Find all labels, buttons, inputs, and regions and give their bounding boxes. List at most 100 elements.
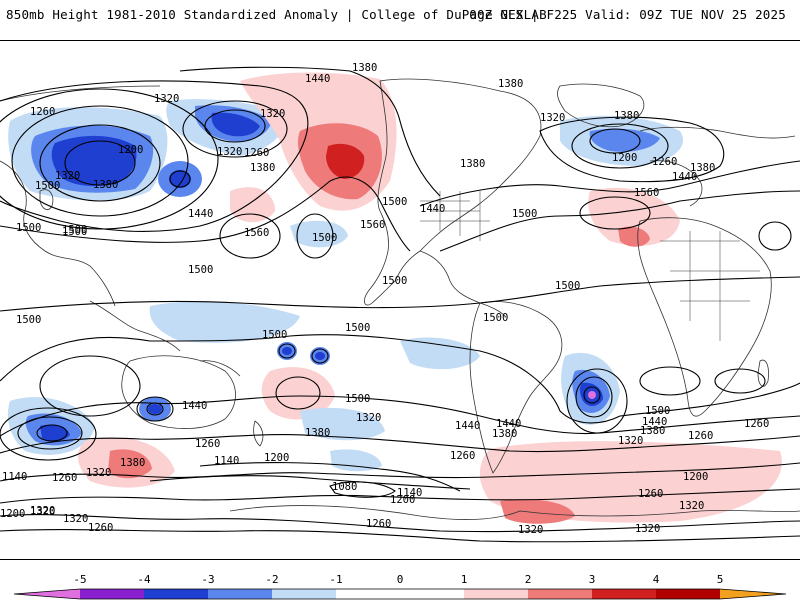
contour-swp-inner (36, 424, 68, 442)
contour-label: 1140 (397, 487, 422, 499)
contour-label: 1200 (0, 508, 25, 520)
model-run-valid-time: 00Z GFS | F225 Valid: 09Z TUE NOV 25 202… (469, 7, 786, 22)
coast-central-america (419, 250, 506, 317)
colorbar-swatch (464, 589, 528, 599)
colorbar-tick-label: 1 (461, 573, 468, 586)
contour-label: 1500 (62, 224, 87, 236)
colorbar-tick-label: -2 (265, 573, 278, 586)
contour-aleutian-1320 (182, 100, 288, 158)
contour-natl-1440 (419, 160, 800, 207)
colorbar-tick-label: 0 (397, 573, 404, 586)
contour-1320-antarctic (0, 514, 800, 533)
contour-label: 1500 (16, 222, 41, 234)
contour-label: 1320 (618, 435, 643, 447)
contour-label: 1200 (683, 471, 708, 483)
anomaly-negative-sw-pacific-deep (40, 424, 70, 442)
contour-label: 1140 (214, 455, 239, 467)
contour-label: 1260 (688, 430, 713, 442)
anomaly-negative-s-atlantic-extreme (588, 391, 596, 399)
colorbar-tick-label: -1 (329, 573, 342, 586)
contour-npac-1320 (11, 105, 189, 217)
contour-tasman-inner (146, 402, 164, 416)
colorbar-tick-label: 2 (525, 573, 532, 586)
contour-1440-npac (0, 80, 309, 232)
contour-1200-south (149, 475, 471, 490)
contour-label: 1500 (483, 312, 508, 324)
contour-label: 1260 (88, 522, 113, 534)
contour-1500-npac (0, 176, 411, 252)
contour-label: 1320 (217, 146, 242, 158)
contour-label: 1260 (744, 418, 769, 430)
contour-1500-tropics (0, 276, 800, 312)
contour-label: 1320 (518, 524, 543, 536)
colorbar-swatch (528, 589, 592, 599)
anomaly-negative-bering-low-core (169, 170, 191, 188)
anomaly-positive-southern-atlantic (479, 441, 782, 523)
contour-1260-south (0, 488, 800, 504)
anomaly-positive-alaska-deep (326, 143, 365, 179)
contour-label: 1380 (352, 62, 377, 74)
contour-label: 1560 (244, 227, 269, 239)
contour-label: 1260 (450, 450, 475, 462)
contour-swp-mid (17, 416, 83, 450)
colorbar-tick-label: 4 (653, 573, 660, 586)
contour-label: 1320 (540, 112, 565, 124)
contour-label: 1320 (260, 108, 285, 120)
contour-label: 1500 (382, 275, 407, 287)
colorbar-outline (13, 588, 787, 600)
contour-natl-1500 (439, 190, 800, 252)
colorbar-cap-left (14, 589, 80, 599)
anomaly-positive-ne-pacific (230, 187, 275, 223)
contour-label: 1320 (356, 412, 381, 424)
contour-sp-low-2 (311, 348, 329, 364)
contour-label: 1260 (652, 156, 677, 168)
contour-1500-south (0, 334, 800, 424)
contour-satl-low-outer (566, 368, 628, 434)
contour-label: 1380 (492, 428, 517, 440)
contour-label: 1200 (390, 494, 415, 506)
contour-label: 1500 (382, 196, 407, 208)
contour-1500-australia-high (39, 355, 141, 417)
map-canvas: 1440 1380 1380 1320 1260 1320 1200 1320 … (0, 62, 800, 543)
contour-label: 1200 (612, 152, 637, 164)
contour-label: 1380 (250, 162, 275, 174)
contour-1560-atlantic-high (579, 196, 651, 230)
contour-label: 1260 (638, 488, 663, 500)
contour-label: 1380 (305, 427, 330, 439)
contour-label: 1320 (55, 170, 80, 182)
contour-label: 1380 (93, 179, 118, 191)
anomaly-negative-south-central (300, 407, 385, 441)
contour-1500-indian-high (714, 368, 766, 394)
anomaly-shading (7, 72, 782, 524)
contour-label: 1440 (672, 171, 697, 183)
anomaly-map: 1440 1380 1380 1320 1260 1320 1200 1320 … (0, 40, 800, 560)
contour-label: 1500 (62, 226, 87, 238)
contour-1560-pacific-high-1 (219, 213, 281, 259)
contour-label: 1320 (154, 93, 179, 105)
contour-label: 1260 (195, 438, 220, 450)
coast-greenland (557, 83, 645, 128)
contour-label: 1320 (30, 505, 55, 517)
contour-label: 1380 (690, 162, 715, 174)
africa-borders (660, 231, 760, 341)
coast-new-zealand (253, 420, 264, 447)
contour-tasman-outer (136, 396, 174, 422)
anomaly-negative-sp-low-1-core (282, 347, 292, 355)
contour-bering-low (169, 170, 191, 188)
coast-antarctica (229, 505, 800, 521)
contour-1380-alaska (179, 66, 441, 197)
colorbar-tick-label: 5 (717, 573, 724, 586)
colorbar-tick-label: -4 (137, 573, 151, 586)
contour-1560-africa (758, 221, 792, 251)
contour-1560-pacific-high-2 (296, 213, 334, 259)
header: 850mb Height 1981-2010 Standardized Anom… (0, 0, 800, 30)
contour-label: 1260 (52, 472, 77, 484)
anomaly-negative-north-atlantic-core (589, 128, 660, 152)
anomaly-colorbar: -5 -4 -3 -2 -1 0 1 2 3 4 5 (0, 570, 800, 600)
colorbar-swatch (144, 589, 208, 599)
anomaly-positive-africa-core (618, 226, 650, 247)
coast-madagascar (757, 359, 769, 387)
contour-label: 1440 (420, 203, 445, 215)
contour-label: 1440 (642, 416, 667, 428)
contour-npac-1260 (39, 124, 161, 202)
